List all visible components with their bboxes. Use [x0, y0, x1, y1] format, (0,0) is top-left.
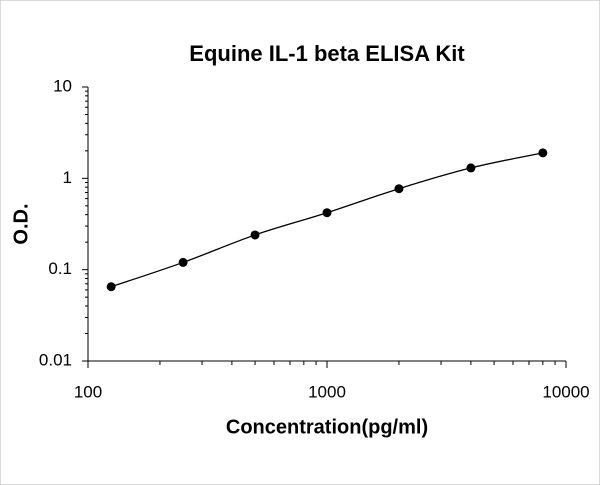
x-axis-title: Concentration(pg/ml)	[226, 416, 428, 438]
x-tick-label: 1000	[308, 382, 346, 401]
y-axis-title: O.D.	[10, 203, 32, 244]
y-tick-label: 1	[63, 168, 72, 187]
x-tick-label: 10000	[542, 382, 589, 401]
data-point	[466, 163, 476, 173]
data-point	[322, 208, 332, 218]
y-tick-label: 0.1	[48, 259, 72, 278]
data-point	[106, 282, 116, 292]
data-point	[394, 184, 404, 194]
y-tick-label: 0.01	[39, 350, 72, 369]
data-point	[250, 230, 260, 240]
x-tick-label: 100	[74, 382, 102, 401]
y-tick-label: 10	[53, 76, 72, 95]
data-point	[178, 257, 188, 267]
data-point	[538, 148, 548, 158]
chart-title: Equine IL-1 beta ELISA Kit	[189, 41, 465, 66]
